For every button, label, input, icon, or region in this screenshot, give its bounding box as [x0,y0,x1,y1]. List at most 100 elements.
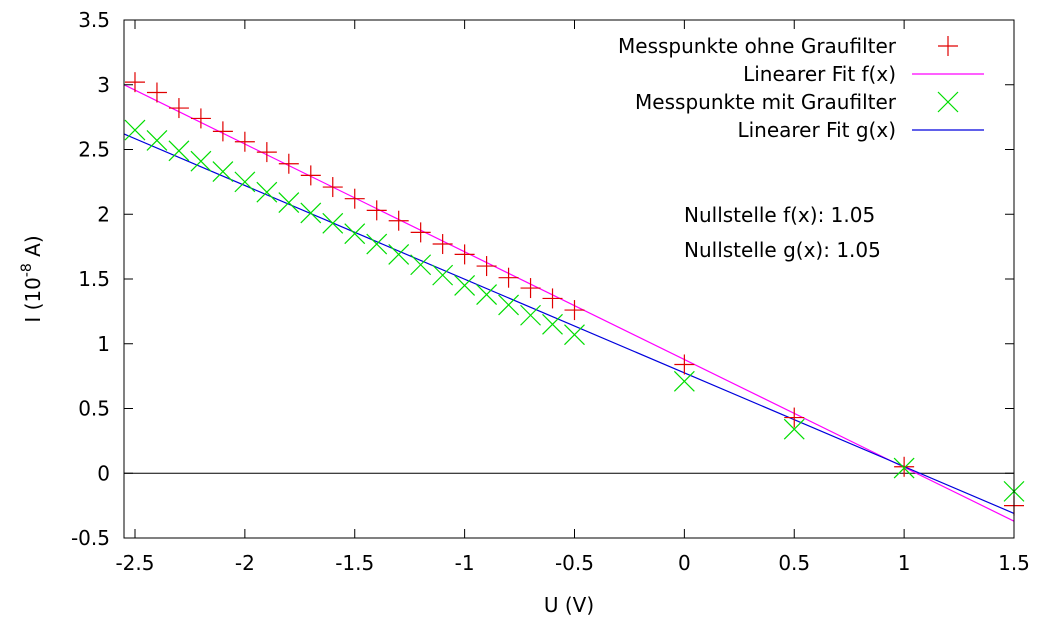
data-point [256,142,277,163]
y-tick-label: 2 [97,202,110,226]
data-point [498,294,519,316]
x-tick-label: 1 [898,551,911,575]
data-point [783,418,805,440]
marker-stroke [520,304,541,326]
fit-line [123,133,1015,514]
data-point [476,256,497,277]
fit-line [123,84,1015,522]
marker-stroke [278,192,300,214]
marker-stroke [476,284,498,305]
data-point [190,108,211,129]
marker-stroke [168,140,190,162]
data-point [520,304,541,326]
legend: Messpunkte ohne Graufilter Linearer Fit f… [618,34,984,142]
data-point [344,223,366,245]
y-tick-label: 1.5 [78,267,110,291]
data-point [542,313,563,335]
marker-stroke [410,254,432,276]
marker-stroke [256,181,278,203]
x-tick-label: -1.5 [335,551,374,575]
data-point [564,300,585,321]
marker-stroke [498,294,519,316]
data-point [454,244,475,265]
data-point [256,181,278,203]
data-point [388,243,410,265]
y-tick-label: 0.5 [78,397,110,421]
data-point [674,354,695,375]
annotation-root-g: Nullstelle g(x): 1.05 [684,238,881,262]
data-point [893,457,915,479]
annotation-root-f: Nullstelle f(x): 1.05 [684,203,875,227]
x-tick-label: 0 [678,551,691,575]
legend-entry-label: Linearer Fit f(x) [743,62,896,86]
marker-stroke [893,457,915,479]
y-tick-label: 3 [97,73,110,97]
data-point [168,98,189,119]
marker-stroke [564,324,585,346]
data-point [432,234,453,255]
data-point [146,130,168,151]
y-tick-label: 3.5 [78,8,110,32]
data-point [322,212,344,234]
marker-stroke [937,91,959,113]
legend-sample-marker [937,91,959,113]
data-point [234,131,255,152]
y-tick-label: 0 [97,461,110,485]
data-point [234,171,256,193]
data-point [673,370,695,392]
marker-stroke [124,119,146,141]
marker-stroke [234,171,256,193]
data-point [322,177,343,198]
marker-stroke [454,275,476,296]
data-point [784,407,805,428]
x-tick-label: -2.5 [115,551,154,575]
marker-stroke [783,418,805,440]
x-tick-label: -2 [235,551,255,575]
marker-stroke [366,233,388,255]
marker-stroke [388,243,410,265]
x-tick-label: 0.5 [778,551,810,575]
data-point [410,254,432,276]
data-points-layer [124,72,1025,516]
marker-stroke [322,212,344,234]
data-point [146,82,167,103]
marker-stroke [432,264,454,286]
marker-stroke [344,223,366,245]
data-point [476,284,498,305]
marker-stroke [146,130,168,151]
data-point [300,165,321,186]
x-tick-label: -1 [455,551,475,575]
data-point [454,275,476,296]
data-point [520,278,541,299]
marker-stroke [542,313,563,335]
legend-entry-label: Linearer Fit g(x) [737,118,896,142]
legend-entry-label: Messpunkte ohne Graufilter [618,34,897,58]
y-axis-label-part: I (10 [21,277,45,323]
x-tick-label: -0.5 [555,551,594,575]
data-point [432,264,454,286]
data-point [278,192,300,214]
data-point [168,140,190,162]
data-point [366,200,387,221]
marker-stroke [300,202,322,224]
data-point [344,188,365,209]
data-point [278,153,299,174]
y-tick-label: -0.5 [71,526,110,550]
y-tick-label: 2.5 [78,138,110,162]
ticks-layer: -2.5 -2 -1.5 -1 -0.5 0 0.5 1 1.5 -0.5 0 0.5 1 1.5 2 2.5… [71,8,1030,575]
data-point [212,161,234,182]
legend-entry-label: Messpunkte mit Graufilter [635,90,897,114]
data-point [542,288,563,309]
x-tick-label: 1.5 [998,551,1030,575]
data-point [124,72,145,93]
data-point [498,267,519,288]
marker-stroke [190,150,212,172]
data-point [300,202,322,224]
data-point [388,210,409,231]
data-point [212,121,233,142]
data-point [410,222,431,243]
marker-stroke [212,161,234,182]
legend-sample-marker [938,36,958,56]
y-axis-label-superscript: -8 [19,263,35,277]
